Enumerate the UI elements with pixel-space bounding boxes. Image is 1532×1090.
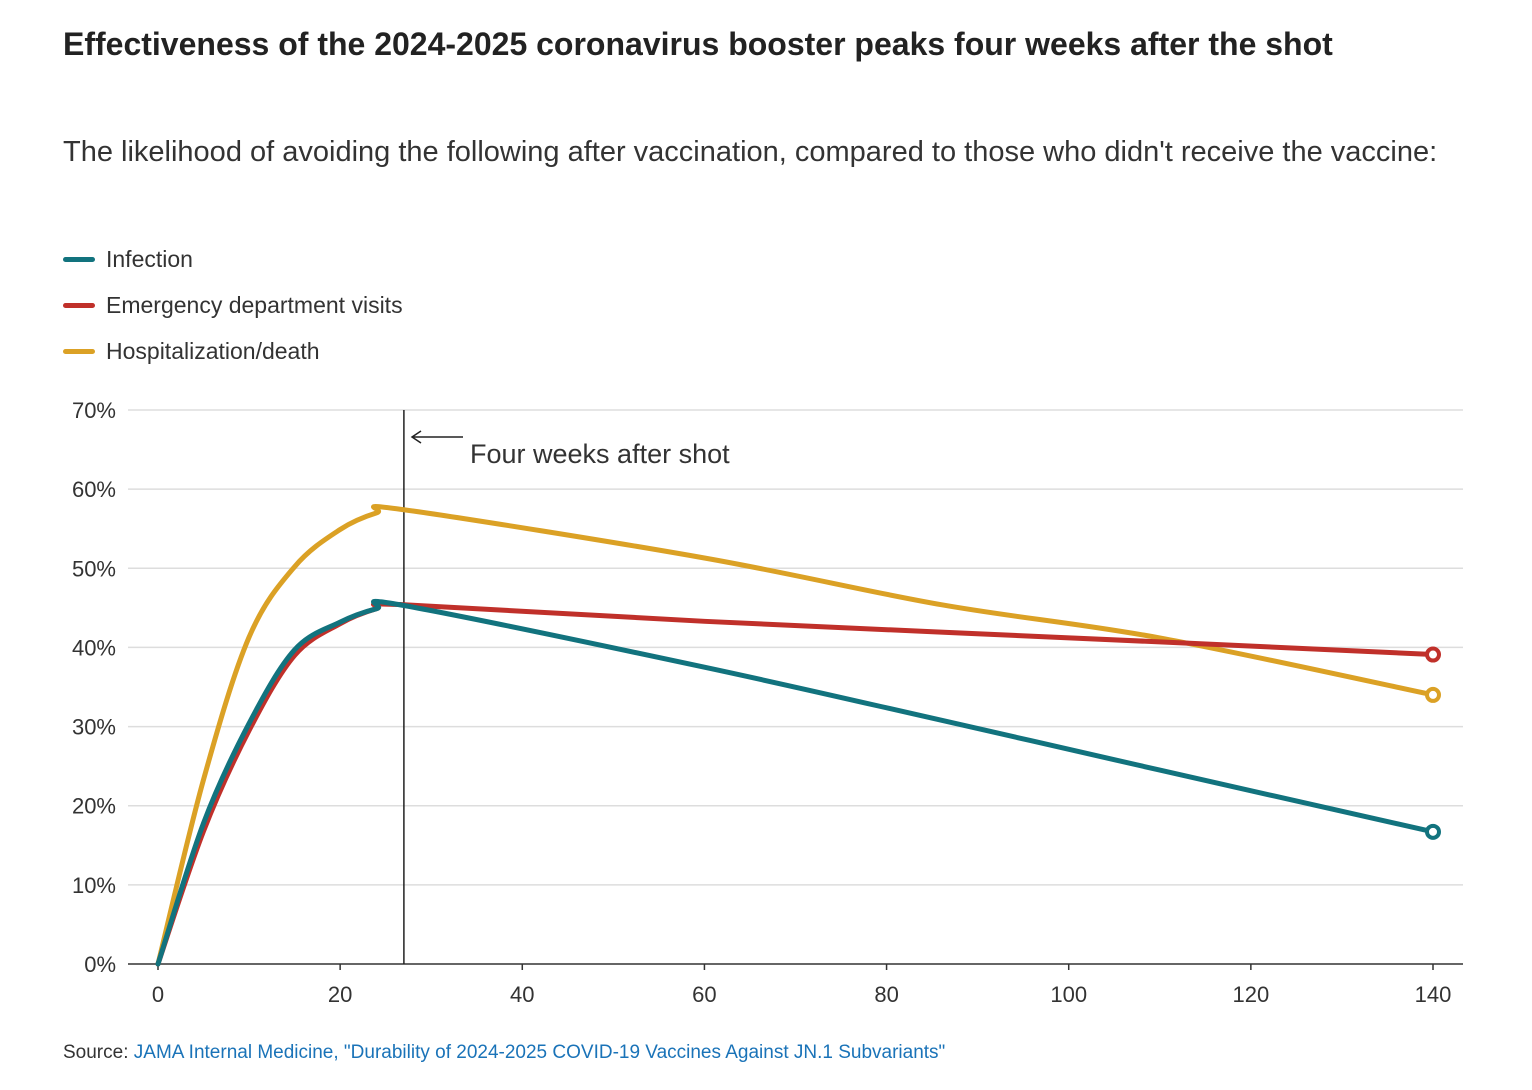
x-tick-label: 100 [1050, 982, 1087, 1007]
x-tick-label: 140 [1415, 982, 1452, 1007]
y-tick-label: 40% [72, 635, 116, 660]
chart-title: Effectiveness of the 2024-2025 coronavir… [63, 26, 1333, 62]
x-tick-label: 40 [510, 982, 534, 1007]
source-prefix: Source: [63, 1042, 134, 1063]
x-tick-label: 20 [328, 982, 352, 1007]
legend-label: Infection [106, 245, 193, 272]
x-tick-label: 0 [152, 982, 164, 1007]
legend-item-emergency: Emergency department visits [63, 282, 403, 328]
source-link[interactable]: JAMA Internal Medicine, "Durability of 2… [133, 1042, 946, 1063]
y-tick-label: 0% [84, 952, 116, 977]
y-tick-label: 70% [72, 398, 116, 423]
y-tick-label: 20% [72, 794, 116, 819]
source-note: Source: JAMA Internal Medicine, "Durabil… [63, 1042, 945, 1064]
end-point-marker [1425, 686, 1441, 703]
y-tick-label: 30% [72, 715, 116, 740]
series-line-hospitalization-death [155, 504, 1436, 967]
y-tick-label: 60% [72, 477, 116, 502]
annotation-label: Four weeks after shot [470, 439, 730, 469]
chart-subtitle: The likelihood of avoiding the following… [63, 136, 1438, 168]
legend-item-infection: Infection [63, 236, 403, 282]
y-tick-label: 10% [72, 873, 116, 898]
x-tick-label: 80 [874, 982, 898, 1007]
y-tick-label: 50% [72, 556, 116, 581]
legend-item-hospitalization: Hospitalization/death [63, 328, 403, 374]
arrow-left-icon [410, 430, 463, 444]
legend: Infection Emergency department visits Ho… [63, 236, 403, 374]
series-line-infection [155, 598, 1436, 967]
x-tick-label: 120 [1232, 982, 1269, 1007]
legend-swatch [63, 256, 95, 262]
end-point-marker [1425, 646, 1441, 663]
end-point-marker [1425, 823, 1441, 840]
legend-swatch [63, 348, 95, 354]
legend-swatch [63, 302, 95, 308]
legend-label: Emergency department visits [106, 291, 403, 318]
series-line-emergency-department-visits [155, 601, 1436, 967]
legend-label: Hospitalization/death [106, 337, 320, 364]
x-tick-label: 60 [692, 982, 716, 1007]
